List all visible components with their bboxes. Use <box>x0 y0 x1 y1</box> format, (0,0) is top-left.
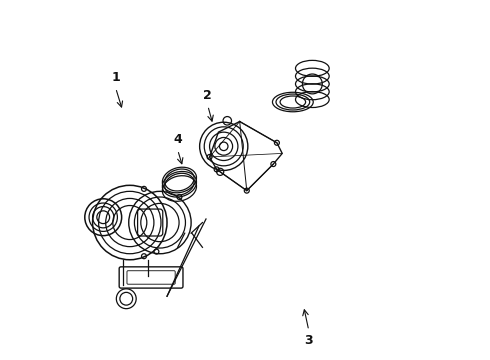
Text: 2: 2 <box>203 89 212 102</box>
Text: 3: 3 <box>304 334 313 347</box>
Text: 1: 1 <box>111 71 120 84</box>
Text: 4: 4 <box>173 133 182 146</box>
